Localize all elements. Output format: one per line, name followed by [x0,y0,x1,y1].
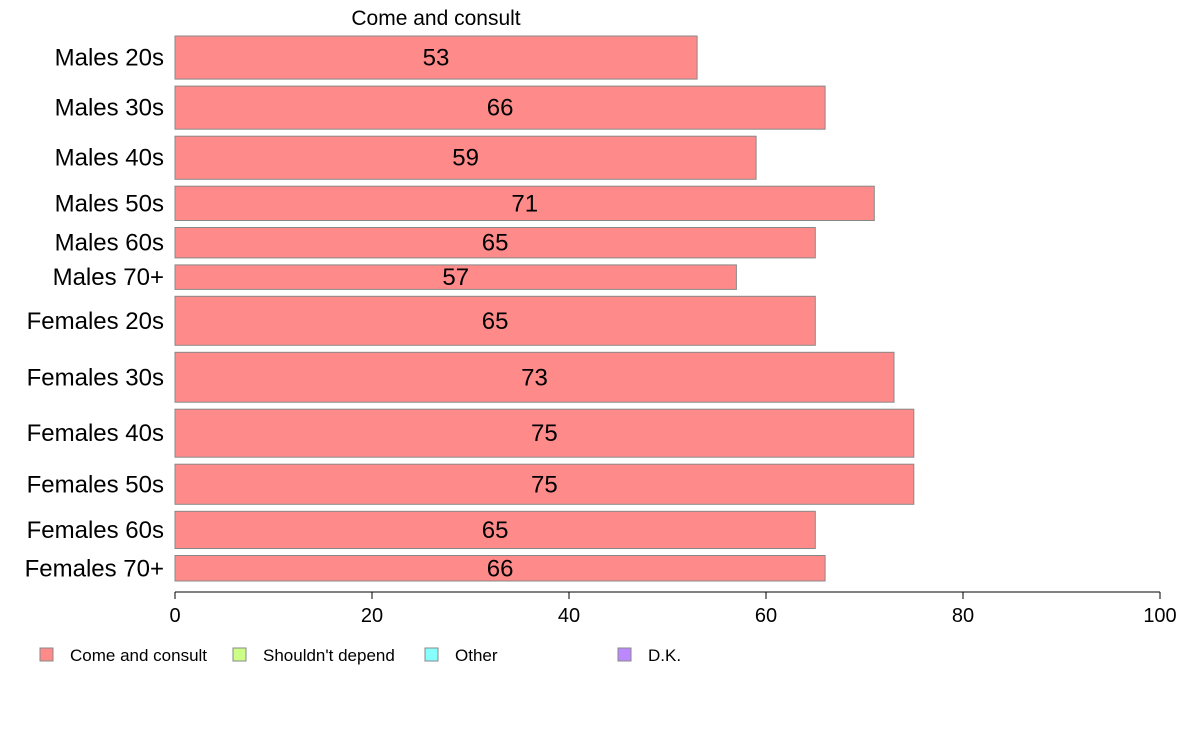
x-tick-label: 60 [755,605,777,627]
category-label: Males 50s [55,190,164,217]
bar [174,463,915,505]
bar [174,264,737,290]
legend-label: Shouldn't depend [263,646,395,665]
category-label: Males 70+ [53,264,164,291]
bar [174,135,757,180]
value-label: 73 [521,364,548,391]
legend-swatch [424,647,439,662]
x-tick-label: 0 [169,605,180,627]
bar [174,85,826,130]
category-label: Females 20s [27,308,164,335]
bar [174,351,895,403]
value-label: 59 [452,145,479,172]
legend: Come and consult Shouldn't depend Other D.K… [39,646,681,665]
x-tick-label: 100 [1143,605,1176,627]
category-label: Males 20s [55,45,164,72]
bar [174,555,826,582]
category-label: Females 60s [27,517,164,544]
category-labels: Males 20s Males 30s Males 40s Males 50s Male… [25,45,164,583]
x-tick-label: 80 [952,605,974,627]
value-label: 65 [482,308,509,335]
x-tick-label: 40 [558,605,580,627]
category-label: Females 70+ [25,555,164,582]
value-label: 66 [487,95,514,122]
legend-swatch [232,647,247,662]
category-label: Males 40s [55,145,164,172]
bar [174,185,875,221]
bar [174,408,915,458]
category-label: Females 30s [27,364,164,391]
x-tick-label: 20 [361,605,383,627]
x-axis: 0 20 40 60 80 100 [169,591,1177,627]
category-label: Females 40s [27,420,164,447]
category-label: Males 30s [55,95,164,122]
legend-swatch [39,647,54,662]
category-label: Females 50s [27,471,164,498]
value-label: 71 [511,190,538,217]
value-label: 65 [482,230,509,257]
legend-label: D.K. [648,646,681,665]
bar [174,295,816,346]
value-label: 65 [482,517,509,544]
category-label: Males 60s [55,230,164,257]
legend-swatch [617,647,632,662]
bar [174,227,816,259]
value-label: 57 [442,264,469,291]
value-label: 66 [487,555,514,582]
value-label: 75 [531,420,558,447]
legend-label: Other [455,646,498,665]
legend-label: Come and consult [70,646,207,665]
bar [174,510,816,549]
value-label: 53 [423,45,450,72]
bar [174,35,698,80]
panel-title: Come and consult [351,7,520,30]
value-label: 75 [531,471,558,498]
